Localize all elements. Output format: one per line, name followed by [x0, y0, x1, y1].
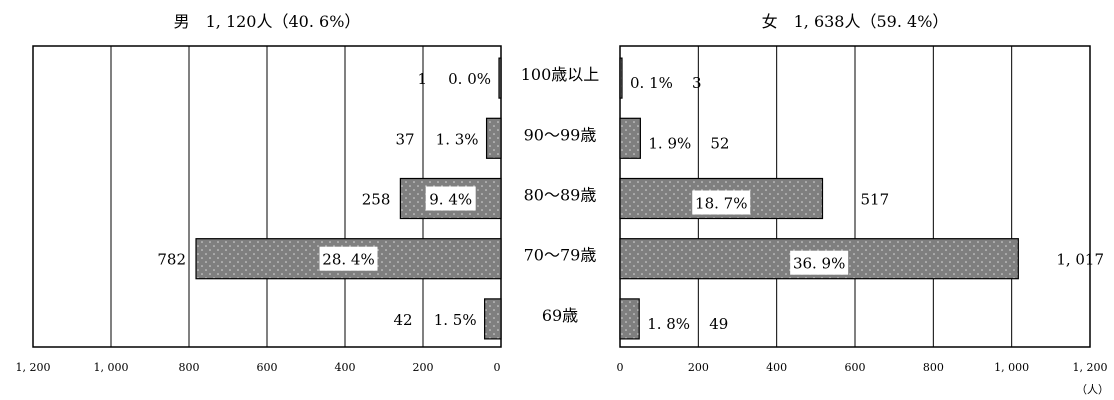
female-percent-label-bg: [790, 250, 849, 275]
age-category-label: 70～79歳: [524, 246, 597, 265]
male-axis-tick-label: 200: [413, 361, 434, 374]
unit-label: （人）: [1076, 383, 1109, 396]
female-value-label: 49: [709, 315, 728, 333]
female-bar: [619, 117, 641, 159]
male-percent-label: 28. 4%: [322, 251, 374, 269]
female-value-label: 3: [692, 74, 702, 92]
female-axis-tick-label: 1, 000: [994, 361, 1029, 374]
female-panel-title: 女 1, 638人（59. 4%）: [762, 12, 949, 31]
female-percent-label: 1. 8%: [647, 315, 690, 333]
male-axis-tick-label: 800: [179, 361, 200, 374]
female-percent-label: 36. 9%: [793, 255, 845, 273]
male-percent-label-bg: [425, 186, 476, 211]
male-panel-title: 男 1, 120人（40. 6%）: [174, 12, 361, 31]
male-percent-label: 1. 3%: [436, 130, 479, 148]
male-value-label: 42: [394, 311, 413, 329]
male-percent-label: 9. 4%: [429, 191, 472, 209]
age-category-label: 100歳以上: [521, 65, 600, 84]
female-axis-tick-label: 1, 200: [1073, 361, 1108, 374]
female-axis-tick-label: 600: [845, 361, 866, 374]
male-axis-tick-label: 1, 000: [94, 361, 129, 374]
male-bar: [498, 57, 502, 99]
male-value-label: 258: [362, 191, 391, 209]
male-bar: [484, 298, 502, 340]
female-axis-tick-label: 400: [766, 361, 787, 374]
male-value-label: 37: [395, 130, 414, 148]
male-axis-tick-label: 400: [335, 361, 356, 374]
male-axis-tick-label: 600: [257, 361, 278, 374]
female-value-label: 1, 017: [1056, 251, 1104, 269]
female-percent-label: 1. 9%: [648, 134, 691, 152]
female-axis-tick-label: 0: [617, 361, 624, 374]
female-percent-label: 18. 7%: [695, 195, 747, 213]
female-axis-tick-label: 800: [923, 361, 944, 374]
age-category-label: 80～89歳: [524, 186, 597, 205]
female-axis-tick-label: 200: [688, 361, 709, 374]
male-bar: [485, 117, 502, 159]
male-value-label: 782: [157, 251, 186, 269]
female-bar: [619, 57, 623, 99]
female-percent-label: 0. 1%: [630, 74, 673, 92]
male-percent-label: 1. 5%: [434, 311, 477, 329]
age-category-label: 90～99歳: [524, 125, 597, 144]
male-axis-tick-label: 1, 200: [16, 361, 51, 374]
male-bar: [399, 177, 502, 220]
male-value-label: 1: [417, 70, 427, 88]
female-value-label: 52: [710, 134, 729, 152]
male-percent-label: 0. 0%: [448, 70, 491, 88]
female-percent-label-bg: [692, 190, 751, 215]
female-value-label: 517: [860, 191, 889, 209]
age-category-label: 69歳: [542, 306, 578, 325]
male-axis-tick-label: 0: [494, 361, 501, 374]
female-bar: [619, 298, 640, 340]
male-percent-label-bg: [319, 246, 378, 271]
